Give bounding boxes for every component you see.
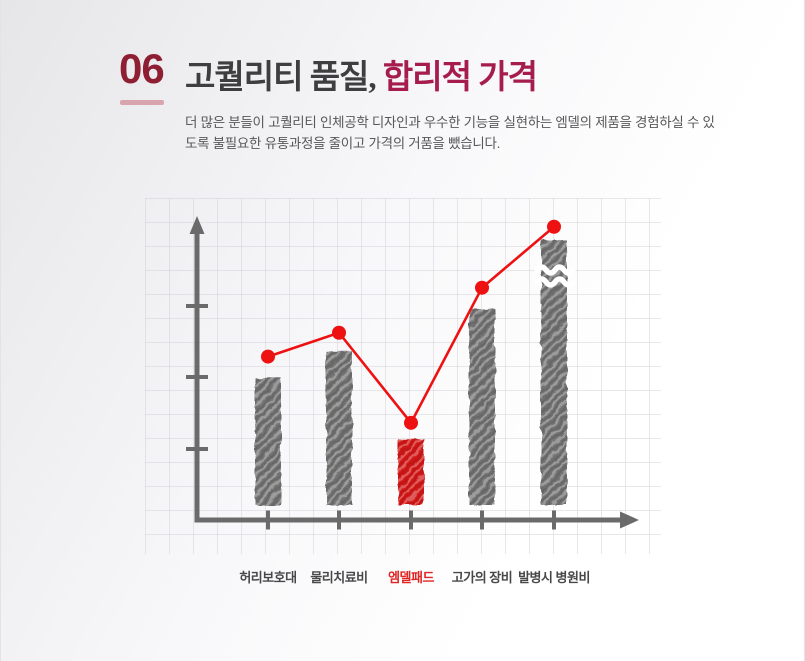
x-axis-tick [552, 510, 556, 530]
page-title: 고퀄리티 품질, 합리적 가격 [185, 50, 538, 98]
bar-crayon-texture [398, 438, 424, 505]
x-axis-label: 허리보호대 [239, 570, 297, 585]
bar-crayon-texture [326, 351, 352, 505]
x-axis-label-row: 허리보호대 물리치료비 엠델패드 고가의 장비 발병시 병원비 [145, 567, 661, 587]
x-axis-tick [480, 510, 484, 530]
x-axis-tick [337, 510, 341, 530]
chart-canvas [186, 216, 639, 530]
y-axis-tick [186, 447, 208, 451]
x-axis-label: 고가의 장비 [451, 570, 513, 585]
axis-break-squiggle [534, 276, 576, 288]
bar-crayon-texture [469, 308, 495, 505]
data-point-dot [547, 219, 561, 234]
x-axis-label: 물리치료비 [310, 570, 368, 585]
data-point-dot [332, 325, 346, 340]
cost-comparison-chart [145, 198, 661, 554]
x-axis-tick [266, 510, 270, 530]
data-point-dot [404, 415, 418, 430]
x-axis-label: 발병시 병원비 [518, 570, 590, 585]
section-description: 더 많은 분들이 고퀄리티 인체공학 디자인과 우수한 기능을 실현하는 엠델의… [185, 115, 715, 151]
x-axis-arrowhead [620, 511, 639, 529]
bars-layer [255, 240, 576, 505]
page-title-primary: 고퀄리티 품질, [185, 60, 377, 96]
x-axis-tick [409, 510, 413, 530]
y-axis-tick [186, 304, 208, 308]
section-number-badge: 06 [119, 45, 165, 92]
line-series-layer [261, 219, 561, 430]
x-axis-label: 엠델패드 [388, 570, 434, 585]
y-axis-tick [186, 375, 208, 379]
bar-highlighted [398, 438, 424, 505]
cost-trend-line [267, 225, 555, 426]
bar [469, 308, 495, 505]
axis-break-squiggle [534, 264, 576, 276]
axes-layer [186, 216, 639, 530]
bar [326, 351, 352, 505]
data-point-dot [475, 280, 489, 295]
bar-crayon-texture [255, 377, 281, 505]
bar [255, 377, 281, 505]
y-axis-arrowhead [189, 216, 205, 234]
data-point-dot [261, 349, 275, 364]
badge-underline-decoration [120, 100, 164, 105]
page-title-accent: 합리적 가격 [375, 60, 538, 96]
